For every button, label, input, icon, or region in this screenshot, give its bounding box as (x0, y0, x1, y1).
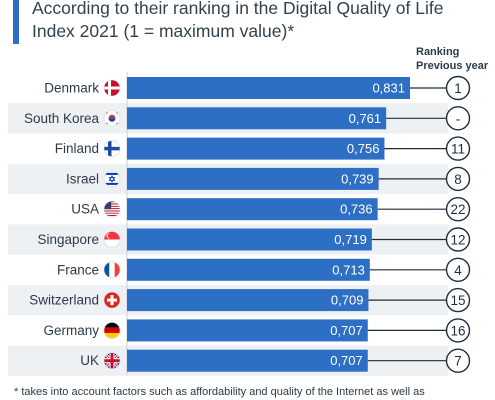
footnote: * takes into account factors such as aff… (14, 386, 425, 398)
previous-rank-label: 1 (454, 81, 462, 96)
accent-bar (13, 0, 19, 44)
category-label: USA (71, 202, 99, 217)
bar (127, 349, 368, 372)
value-label: 0,707 (330, 323, 363, 338)
value-label: 0,709 (331, 293, 364, 308)
flag-ch-icon (103, 291, 121, 309)
flag-fi-icon (103, 140, 121, 157)
bar (127, 289, 369, 312)
bar (127, 198, 378, 221)
bar (127, 167, 379, 190)
category-label: South Korea (24, 111, 100, 126)
chart-subtitle: According to their ranking in the Digita… (32, 0, 444, 41)
rank-circle (445, 75, 471, 101)
category-label: Israel (66, 171, 99, 186)
previous-rank-label: 15 (450, 293, 465, 308)
bar (127, 107, 387, 130)
rank-circle (445, 318, 471, 343)
previous-rank-label: 7 (454, 354, 462, 369)
bar (127, 137, 385, 160)
flag-kr-icon (103, 110, 121, 127)
flag-fr-icon (103, 261, 121, 279)
previous-rank-label: - (456, 111, 461, 126)
value-label: 0,713 (332, 262, 365, 277)
previous-rank-label: 8 (454, 172, 462, 187)
value-label: 0,761 (349, 111, 382, 126)
category-label: Germany (43, 323, 99, 338)
ranking-heading: Ranking Previous year (416, 45, 488, 73)
flag-us-icon (103, 200, 121, 218)
rank-circle (445, 257, 471, 282)
rank-circle (445, 136, 471, 161)
previous-rank-label: 22 (450, 202, 465, 217)
previous-rank-label: 16 (450, 323, 465, 338)
rank-circle (445, 166, 471, 192)
value-label: 0,739 (341, 171, 374, 186)
ranking-heading-line1: Ranking (416, 46, 460, 58)
rank-circle (445, 227, 471, 252)
category-label: UK (80, 353, 99, 368)
previous-rank-label: 11 (451, 142, 465, 157)
bar (127, 77, 410, 99)
value-label: 0,831 (372, 81, 405, 96)
ranking-heading-line2: Previous year (416, 60, 489, 72)
bar (127, 319, 368, 342)
category-label: France (57, 262, 99, 277)
value-label: 0,707 (330, 353, 363, 368)
category-label: Denmark (44, 81, 99, 96)
previous-rank-label: 12 (450, 233, 465, 248)
value-label: 0,736 (340, 202, 373, 217)
category-label: Switzerland (29, 293, 99, 308)
flag-uk-icon (103, 352, 121, 370)
flag-il-icon (103, 170, 121, 188)
flag-sg-icon (103, 231, 121, 248)
bar (127, 258, 370, 281)
rank-circle (445, 106, 471, 131)
category-label: Singapore (37, 232, 99, 247)
flag-de-icon (103, 322, 121, 339)
value-label: 0,719 (334, 232, 367, 247)
rank-circle (445, 348, 471, 373)
value-label: 0,756 (347, 141, 380, 156)
bar (127, 228, 372, 251)
rank-circle (445, 196, 471, 222)
category-label: Finland (55, 141, 99, 156)
flag-dk-icon (103, 79, 121, 97)
rank-circle (445, 287, 471, 313)
previous-rank-label: 4 (454, 263, 462, 278)
